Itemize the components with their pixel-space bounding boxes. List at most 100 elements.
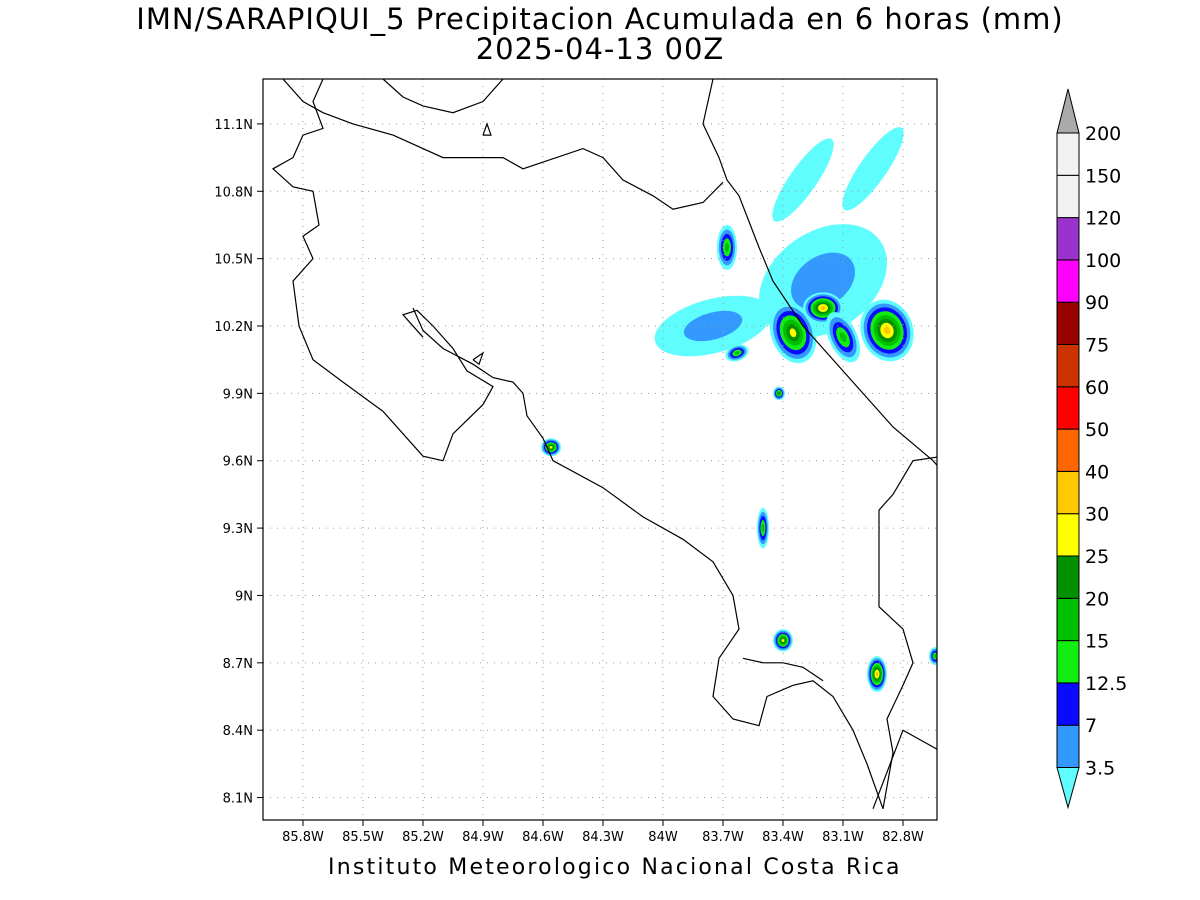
colorbar-segment bbox=[1056, 724, 1080, 769]
colorbar-segment bbox=[1056, 174, 1080, 219]
rain-contour bbox=[883, 326, 891, 335]
rain-contour bbox=[761, 524, 765, 533]
coastlines bbox=[271, 79, 937, 810]
rain-cell bbox=[867, 656, 887, 693]
colorbar-bottom-arrow bbox=[1056, 767, 1080, 810]
credit-text: Instituto Meteorologico Nacional Costa R… bbox=[328, 855, 902, 880]
rain-contour bbox=[789, 328, 797, 338]
graticule bbox=[263, 79, 937, 820]
lon-tick-label: 83.7W bbox=[702, 830, 744, 845]
rain-contour bbox=[772, 138, 834, 222]
lat-tick-label: 8.7N bbox=[223, 657, 253, 672]
rain-fields bbox=[541, 127, 937, 693]
lon-tick-label: 83.1W bbox=[822, 830, 864, 845]
colorbar-segment bbox=[1056, 640, 1080, 684]
map-content bbox=[263, 79, 937, 820]
lat-tick-label: 11.1N bbox=[214, 118, 253, 133]
rain-cell bbox=[860, 299, 914, 362]
rain-cell bbox=[757, 507, 769, 549]
colorbar-label: 75 bbox=[1085, 335, 1109, 357]
lon-tick-label: 85.5W bbox=[342, 830, 384, 845]
lat-tick-label: 9.9N bbox=[223, 387, 253, 402]
rain-cell bbox=[929, 647, 937, 666]
colorbar-segment bbox=[1056, 470, 1080, 515]
rain-contour bbox=[778, 392, 780, 395]
lon-tick-label: 84.9W bbox=[462, 830, 504, 845]
lat-tick-label: 10.8N bbox=[214, 185, 253, 200]
colorbar-label: 200 bbox=[1085, 123, 1121, 145]
lon-tick-label: 84W bbox=[648, 830, 678, 845]
coastline-segment bbox=[742, 657, 824, 682]
coastline-segment bbox=[482, 122, 492, 136]
rain-contour bbox=[933, 654, 937, 658]
rain-contour bbox=[839, 332, 847, 343]
colorbar-segment bbox=[1056, 428, 1080, 472]
rain-cell bbox=[772, 138, 834, 222]
colorbar-label: 20 bbox=[1085, 588, 1109, 610]
rain-contour bbox=[725, 242, 729, 252]
colorbar-label: 7 bbox=[1085, 715, 1097, 737]
coastline-segment bbox=[382, 79, 504, 114]
title-line-2: 2025-04-13 00Z bbox=[475, 32, 725, 66]
rain-contour bbox=[734, 351, 740, 355]
colorbar-segment bbox=[1056, 555, 1080, 599]
colorbar-label: 90 bbox=[1085, 292, 1109, 314]
colorbar-segment bbox=[1056, 513, 1080, 557]
rain-contour bbox=[875, 671, 879, 677]
colorbar-label: 60 bbox=[1085, 377, 1109, 399]
lon-tick-label: 85.2W bbox=[402, 830, 444, 845]
rain-cell bbox=[654, 295, 772, 357]
colorbar-segment bbox=[1056, 132, 1080, 176]
coastline-segment bbox=[412, 307, 884, 810]
lat-axis: 8.1N 8.4N 8.7N 9N 9.3N 9.6N 9.9N 10.2N 10.5N 10.8… bbox=[214, 118, 263, 807]
rain-cell bbox=[773, 386, 785, 401]
rain-cell bbox=[825, 312, 861, 363]
lat-tick-label: 10.5N bbox=[214, 253, 253, 268]
lat-tick-label: 9.3N bbox=[223, 522, 253, 537]
colorbar-label: 15 bbox=[1085, 631, 1109, 653]
rain-contour bbox=[683, 310, 743, 342]
lon-tick-label: 83.4W bbox=[762, 830, 804, 845]
lat-tick-label: 8.4N bbox=[223, 724, 253, 739]
colorbar-label: 40 bbox=[1085, 461, 1109, 483]
coastline-segment bbox=[282, 79, 724, 210]
colorbar-segment bbox=[1056, 301, 1080, 346]
rain-contour bbox=[820, 306, 826, 311]
rain-cell bbox=[541, 438, 561, 457]
lon-tick-label: 85.8W bbox=[282, 830, 324, 845]
rain-contour bbox=[549, 445, 553, 449]
lat-tick-label: 9.6N bbox=[223, 455, 253, 470]
lon-tick-label: 84.6W bbox=[522, 830, 564, 845]
rain-contour bbox=[781, 638, 785, 642]
colorbar-label: 50 bbox=[1085, 419, 1109, 441]
colorbar-top-arrow bbox=[1056, 88, 1080, 134]
rain-cell bbox=[773, 629, 793, 652]
lon-axis: 85.8W 85.5W 85.2W 84.9W 84.6W 84.3W 84W 83.7W 83… bbox=[282, 820, 924, 845]
coastline-segment bbox=[472, 351, 485, 366]
lat-tick-label: 8.1N bbox=[223, 792, 253, 807]
colorbar-label: 150 bbox=[1085, 165, 1121, 187]
colorbar-label: 25 bbox=[1085, 546, 1109, 568]
colorbar-label: 100 bbox=[1085, 250, 1121, 272]
lat-tick-label: 9N bbox=[235, 589, 253, 604]
colorbar-segment bbox=[1056, 259, 1080, 303]
coastline-segment bbox=[878, 456, 937, 809]
colorbar-segment bbox=[1056, 597, 1080, 642]
colorbar-label: 12.5 bbox=[1085, 673, 1127, 695]
colorbar-label: 3.5 bbox=[1085, 758, 1115, 780]
coastline-segment bbox=[872, 729, 937, 810]
colorbar-label: 30 bbox=[1085, 504, 1109, 526]
lon-tick-label: 84.3W bbox=[582, 830, 624, 845]
title-line-1: IMN/SARAPIQUI_5 Precipitacion Acumulada … bbox=[136, 2, 1064, 36]
map-frame bbox=[262, 78, 938, 821]
colorbar-segment bbox=[1056, 344, 1080, 388]
colorbar-segment bbox=[1056, 386, 1080, 430]
colorbar-segment bbox=[1056, 682, 1080, 726]
rain-cell bbox=[725, 344, 749, 362]
colorbar-segment bbox=[1056, 217, 1080, 261]
rain-contour bbox=[791, 252, 855, 310]
lat-tick-label: 10.2N bbox=[214, 320, 253, 335]
rain-contour bbox=[842, 127, 904, 211]
